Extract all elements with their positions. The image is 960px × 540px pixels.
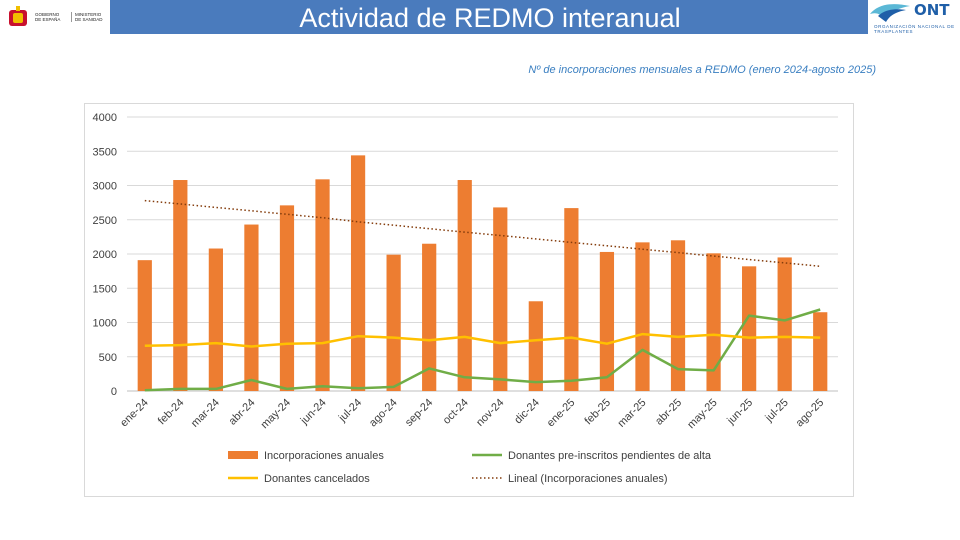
x-tick-label: nov-24 — [474, 397, 506, 429]
x-tick-label: jun-24 — [298, 397, 329, 428]
bar — [564, 208, 579, 391]
bar — [706, 253, 721, 391]
government-label: GOBIERNO DE ESPAÑA — [35, 12, 61, 22]
x-tick-label: jul-25 — [763, 397, 791, 425]
bar — [173, 180, 188, 391]
x-tick-label: dic-24 — [512, 397, 542, 427]
y-tick-label: 1500 — [93, 283, 117, 295]
trend-line — [144, 199, 821, 268]
x-tick-label: ago-24 — [367, 397, 400, 430]
series-line — [144, 308, 821, 392]
x-tick-label: jul-24 — [336, 397, 364, 425]
bar — [422, 243, 437, 391]
x-tick-label: abr-25 — [653, 397, 684, 428]
x-tick-label: mar-25 — [615, 397, 648, 430]
bar — [742, 266, 757, 391]
bar — [244, 224, 259, 391]
bar — [137, 260, 152, 391]
government-logo: GOBIERNO DE ESPAÑA MINISTERIO DE SANIDAD — [0, 0, 110, 34]
bar — [315, 179, 330, 391]
bar — [599, 251, 615, 391]
x-tick-label: sep-24 — [403, 397, 435, 429]
bar — [777, 257, 792, 391]
x-tick-label: jun-25 — [724, 397, 755, 428]
bar — [350, 155, 366, 391]
x-tick-label: may-24 — [259, 397, 293, 431]
page-title: Actividad de REDMO interanual — [299, 3, 681, 33]
x-tick-label: feb-24 — [156, 397, 187, 428]
legend-label: Donantes cancelados — [264, 473, 370, 485]
ont-logo: ONT ORGANIZACIÓN NACIONAL DE TRASPLANTES — [868, 0, 960, 34]
legend-label: Incorporaciones anuales — [264, 450, 384, 462]
bar — [813, 312, 828, 391]
coat-of-arms-icon — [9, 6, 27, 26]
bar — [457, 180, 472, 391]
bar — [279, 205, 295, 391]
x-tick-label: mar-24 — [189, 397, 222, 430]
bar — [208, 248, 223, 391]
legend-swatch — [228, 451, 258, 459]
bar — [493, 207, 508, 391]
chart-subtitle: Nº de incorporaciones mensuales a REDMO … — [528, 64, 876, 76]
x-tick-label: ago-25 — [794, 397, 827, 430]
bar — [386, 254, 401, 391]
y-tick-label: 1000 — [93, 318, 117, 330]
legend-label: Donantes pre-inscritos pendientes de alt… — [508, 450, 712, 462]
y-tick-label: 2500 — [93, 215, 117, 227]
x-tick-label: may-25 — [685, 397, 719, 431]
x-tick-label: feb-25 — [582, 397, 613, 428]
legend-label: Lineal (Incorporaciones anuales) — [508, 473, 668, 485]
y-tick-label: 2000 — [93, 249, 117, 261]
y-tick-label: 0 — [111, 386, 117, 398]
x-tick-label: ene-25 — [545, 397, 578, 430]
ministry-label: MINISTERIO DE SANIDAD — [71, 12, 105, 22]
ont-name: ONT — [914, 1, 950, 19]
y-tick-label: 3500 — [93, 146, 117, 158]
bar — [635, 242, 650, 391]
x-tick-label: oct-24 — [441, 397, 471, 427]
title-banner — [0, 0, 960, 34]
x-tick-label: ene-24 — [118, 397, 151, 430]
y-tick-label: 3000 — [93, 181, 117, 193]
x-tick-label: abr-24 — [227, 397, 258, 428]
y-tick-label: 500 — [99, 352, 117, 364]
bar — [670, 240, 686, 391]
bar — [528, 301, 543, 391]
y-tick-label: 4000 — [93, 112, 117, 124]
ont-wing-icon — [870, 4, 910, 22]
ont-tagline: ORGANIZACIÓN NACIONAL DE TRASPLANTES — [874, 24, 955, 34]
series-line — [144, 332, 821, 348]
